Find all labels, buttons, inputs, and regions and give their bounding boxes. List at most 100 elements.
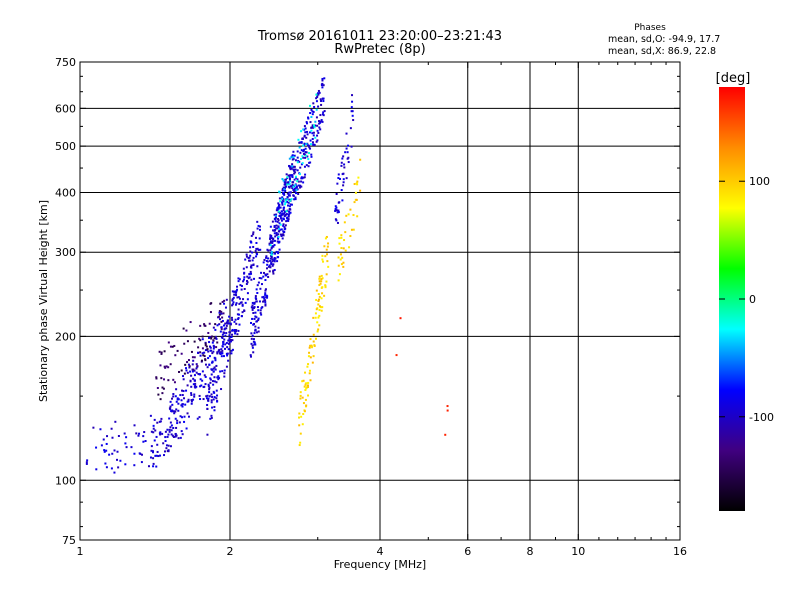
data-point: [303, 176, 306, 179]
data-point: [217, 378, 220, 381]
data-point: [262, 295, 265, 298]
data-point: [355, 198, 358, 201]
data-point: [133, 424, 136, 427]
data-point: [177, 402, 180, 405]
data-point: [182, 327, 185, 330]
data-point: [319, 282, 322, 285]
data-point: [305, 136, 308, 139]
data-point: [316, 134, 319, 137]
data-point: [284, 203, 287, 206]
data-point: [307, 165, 310, 168]
data-point: [317, 105, 320, 108]
data-point: [347, 156, 350, 159]
data-point: [142, 440, 145, 443]
data-point: [172, 393, 175, 396]
data-point: [250, 342, 253, 345]
data-point: [170, 433, 173, 436]
data-point: [221, 370, 224, 373]
data-point: [279, 223, 282, 226]
data-point: [202, 386, 205, 389]
data-point: [336, 182, 339, 185]
data-point: [282, 224, 285, 227]
data-point: [281, 196, 284, 199]
data-point: [268, 270, 271, 273]
data-point: [284, 201, 287, 204]
data-point: [273, 268, 276, 271]
data-point: [280, 201, 283, 204]
data-point: [155, 454, 158, 457]
data-point: [278, 206, 281, 209]
data-point: [163, 378, 166, 381]
data-point: [168, 428, 171, 431]
data-point: [335, 219, 338, 222]
data-point: [199, 378, 202, 381]
data-point: [192, 377, 195, 380]
data-point: [167, 433, 170, 436]
data-point: [257, 248, 260, 251]
data-point: [300, 415, 303, 418]
data-point: [282, 191, 285, 194]
data-point: [250, 241, 253, 244]
data-point: [228, 322, 231, 325]
data-point: [133, 452, 136, 455]
data-point: [276, 227, 279, 230]
data-point: [198, 394, 201, 397]
data-point: [273, 232, 276, 235]
data-point: [244, 301, 247, 304]
data-point: [344, 151, 347, 154]
data-point: [249, 355, 252, 358]
data-point: [315, 140, 318, 143]
data-point: [212, 347, 215, 350]
data-point: [229, 352, 232, 355]
data-point: [163, 365, 166, 368]
data-point: [347, 144, 350, 147]
data-point: [229, 331, 232, 334]
data-point: [284, 199, 287, 202]
data-point: [211, 361, 214, 364]
data-point: [284, 190, 287, 193]
data-point: [206, 403, 209, 406]
data-point: [294, 168, 297, 171]
data-point: [227, 339, 230, 342]
data-point: [114, 420, 117, 423]
data-point: [334, 218, 337, 221]
data-point: [193, 393, 196, 396]
data-point: [303, 125, 306, 128]
data-point: [344, 249, 347, 252]
data-point: [309, 356, 312, 359]
data-point: [298, 424, 301, 427]
data-point: [357, 176, 360, 179]
data-point: [139, 452, 142, 455]
data-point: [307, 117, 310, 120]
data-point: [302, 181, 305, 184]
x-tick-label: 6: [464, 545, 471, 558]
data-point: [318, 324, 321, 327]
data-point: [166, 435, 169, 438]
data-point: [106, 435, 109, 438]
data-point: [275, 231, 278, 234]
data-point: [262, 261, 265, 264]
data-point: [182, 390, 185, 393]
data-point: [446, 405, 449, 408]
data-point: [222, 355, 225, 358]
data-point: [315, 289, 318, 292]
data-point: [176, 398, 179, 401]
data-point: [287, 174, 290, 177]
data-point: [341, 256, 344, 259]
data-point: [183, 342, 186, 345]
data-point: [183, 372, 186, 375]
data-point: [285, 220, 288, 223]
data-point: [278, 211, 281, 214]
data-point: [318, 295, 321, 298]
data-point: [213, 405, 216, 408]
data-point: [356, 183, 359, 186]
data-point: [325, 273, 328, 276]
data-point: [257, 281, 260, 284]
data-point: [272, 272, 275, 275]
data-point: [286, 183, 289, 186]
data-point: [196, 365, 199, 368]
data-point: [209, 336, 212, 339]
data-point: [340, 236, 343, 239]
data-point: [171, 409, 174, 412]
data-point: [125, 446, 128, 449]
